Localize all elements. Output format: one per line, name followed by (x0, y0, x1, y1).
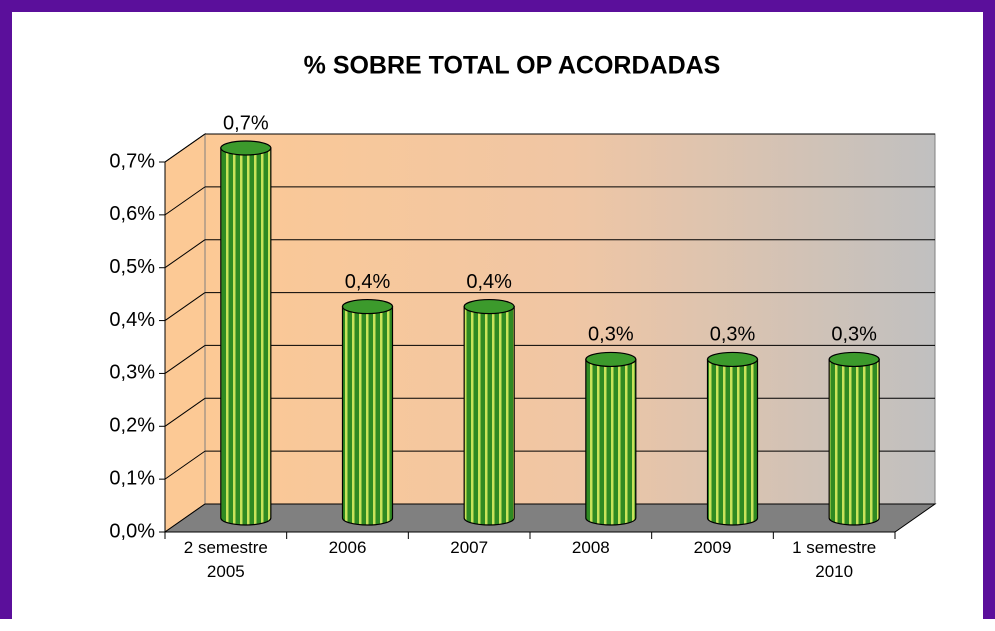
grid-line (164, 345, 206, 374)
bar-top (706, 351, 759, 368)
y-tick-label: 0,1% (109, 467, 155, 489)
grid-line (164, 133, 206, 163)
x-tick-label: 2006 (328, 538, 367, 557)
y-tick-label: 0,4% (109, 309, 155, 331)
side-wall (164, 133, 206, 533)
bar-top (828, 351, 880, 368)
bar (463, 305, 515, 526)
y-tick-label: 0,0% (109, 520, 155, 542)
bar-top (220, 140, 272, 156)
y-tick-label: 0,7% (109, 150, 155, 172)
x-tick-label: 2007 (450, 538, 489, 557)
grid-line (164, 186, 206, 216)
x-tick-label: 2 semestre 2005 (183, 538, 268, 581)
chart: % SOBRE TOTAL OP ACORDADAS 0,0% 0,1% 0,2% 0… (109, 52, 937, 542)
grid-line (164, 397, 206, 427)
grid-line (164, 450, 206, 480)
bar-top (341, 298, 394, 315)
x-tick-label: 2009 (693, 538, 732, 557)
value-label: 0,3% (588, 324, 634, 346)
bar (585, 358, 637, 526)
value-label: 0,4% (345, 271, 391, 293)
bar-top (585, 351, 637, 368)
y-tick-label: 0,2% (109, 415, 155, 437)
bar (706, 358, 759, 526)
grid-line (164, 292, 206, 321)
value-label: 0,3% (831, 324, 877, 346)
bar-top (463, 298, 515, 315)
grid-line (164, 239, 206, 269)
bar (220, 147, 272, 526)
y-tick-label: 0,3% (109, 362, 155, 384)
value-label: 0,4% (466, 271, 512, 293)
bar (828, 358, 880, 526)
value-label: 0,7% (223, 112, 269, 134)
y-tick-label: 0,5% (109, 256, 155, 278)
floor (163, 503, 937, 533)
y-tick-label: 0,6% (109, 203, 155, 225)
back-wall (204, 133, 936, 505)
value-label: 0,3% (710, 324, 756, 346)
x-tick-label: 1 semestre 2010 (792, 538, 877, 581)
bar (341, 305, 394, 526)
chart-title: % SOBRE TOTAL OP ACORDADAS (304, 52, 721, 80)
x-tick-label: 2008 (571, 538, 610, 557)
